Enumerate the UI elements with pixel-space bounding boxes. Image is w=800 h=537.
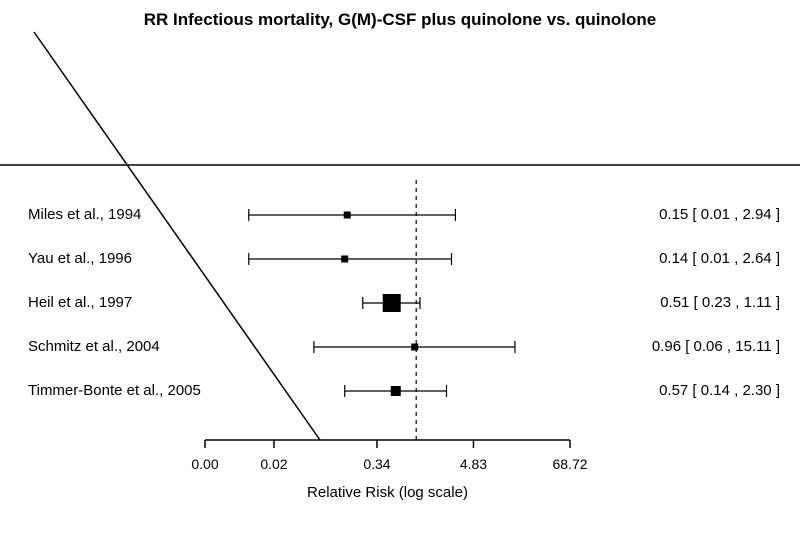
- plot-svg: [0, 0, 800, 537]
- xtick-label: 4.83: [460, 456, 487, 472]
- xtick-label: 68.72: [552, 456, 587, 472]
- study-stat: 0.57 [ 0.14 , 2.30 ]: [659, 382, 780, 399]
- study-stat: 0.96 [ 0.06 , 15.11 ]: [652, 338, 780, 355]
- xtick-label: 0.34: [363, 456, 390, 472]
- study-stat: 0.15 [ 0.01 , 2.94 ]: [659, 206, 780, 223]
- xtick-label: 0.00: [191, 456, 218, 472]
- study-label: Miles et al., 1994: [28, 206, 141, 223]
- study-label: Timmer-Bonte et al., 2005: [28, 382, 201, 399]
- xtick-label: 0.02: [260, 456, 287, 472]
- study-stat: 0.51 [ 0.23 , 1.11 ]: [660, 294, 780, 311]
- forest-plot-container: RR Infectious mortality, G(M)-CSF plus q…: [0, 0, 800, 537]
- x-axis-label: Relative Risk (log scale): [307, 484, 468, 501]
- study-label: Heil et al., 1997: [28, 294, 132, 311]
- study-label: Yau et al., 1996: [28, 250, 132, 267]
- study-label: Schmitz et al., 2004: [28, 338, 160, 355]
- study-stat: 0.14 [ 0.01 , 2.64 ]: [659, 250, 780, 267]
